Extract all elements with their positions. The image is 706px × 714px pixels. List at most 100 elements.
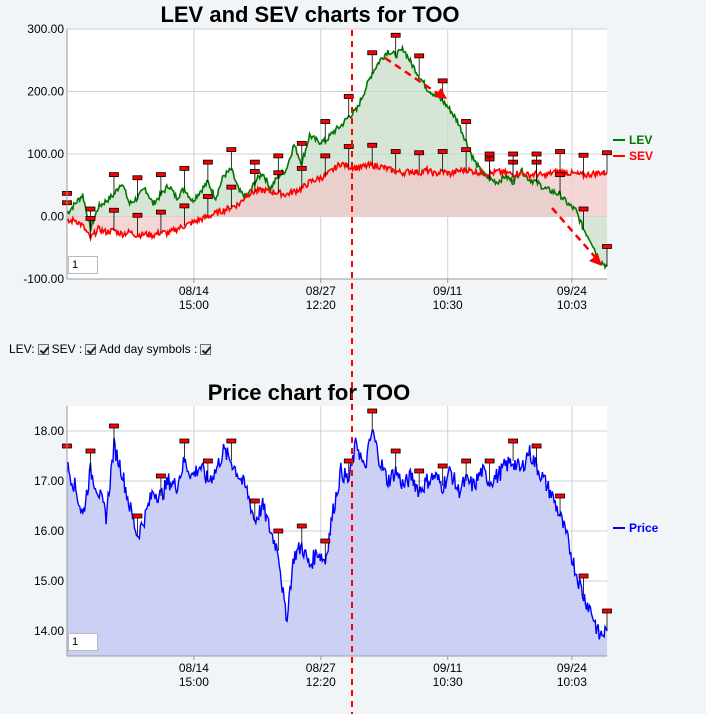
day-marker <box>602 608 612 614</box>
legend-label-lev: LEV <box>629 133 652 147</box>
day-marker <box>437 149 448 154</box>
day-marker <box>555 493 565 499</box>
day-marker <box>390 32 401 38</box>
day-marker <box>367 408 378 414</box>
day-marker <box>296 165 307 171</box>
day-marker <box>531 151 542 157</box>
day-marker <box>390 448 401 454</box>
lev-sev-chart: LEV and SEV charts for TOO 300.00 200.00 1… <box>23 2 653 312</box>
x-tick-time: 15:00 <box>179 298 209 312</box>
day-marker <box>320 153 331 159</box>
day-marker <box>555 172 565 178</box>
day-marker <box>484 151 495 157</box>
zoom-level-input-lev[interactable]: 1 <box>68 256 98 274</box>
day-marker <box>202 458 213 464</box>
day-marker <box>602 150 612 156</box>
day-marker <box>156 473 166 479</box>
price-chart: Price chart for TOO 18.00 17.00 16.00 15.00… <box>34 380 659 689</box>
options-row: LEV: SEV : Add day symbols : <box>9 342 212 356</box>
day-marker <box>132 175 143 181</box>
day-marker <box>437 78 448 84</box>
y-tick-label: 16.00 <box>34 524 64 538</box>
x-tick-date: 08/27 <box>306 284 336 298</box>
x-tick-date: 09/11 <box>433 661 462 675</box>
sev-label: SEV : <box>51 342 83 356</box>
day-marker <box>109 172 119 178</box>
day-marker <box>320 538 331 544</box>
day-marker <box>414 468 425 474</box>
day-marker <box>226 184 237 190</box>
day-marker <box>226 147 237 153</box>
day-marker <box>85 448 96 454</box>
day-marker <box>602 244 612 249</box>
series-fill-price <box>67 430 607 656</box>
x-tick-date: 08/14 <box>179 661 209 675</box>
day-symbols-label: Add day symbols : <box>99 342 198 356</box>
day-marker <box>367 142 378 148</box>
legend-label-price: Price <box>629 521 659 535</box>
zoom-level-input-price[interactable]: 1 <box>68 633 98 651</box>
day-marker <box>273 153 284 159</box>
day-marker <box>85 215 96 221</box>
day-marker <box>156 172 166 178</box>
day-marker <box>508 151 518 157</box>
day-marker <box>132 513 143 519</box>
day-marker <box>226 438 237 444</box>
series-line-sev <box>66 160 608 243</box>
day-marker <box>390 149 401 154</box>
x-tick-time: 12:20 <box>306 675 336 689</box>
lev-checkbox[interactable] <box>37 343 49 355</box>
y-tick-label: 17.00 <box>34 474 64 488</box>
x-tick-date: 09/11 <box>433 284 462 298</box>
day-marker <box>461 147 472 153</box>
day-marker <box>179 438 190 444</box>
day-marker <box>320 119 331 124</box>
sev-checkbox[interactable] <box>85 343 97 355</box>
x-tick-time: 10:03 <box>557 298 587 312</box>
day-marker <box>461 458 472 464</box>
y-tick-label: 200.00 <box>27 85 64 99</box>
day-marker <box>156 209 166 215</box>
day-marker <box>273 528 284 534</box>
day-marker <box>414 150 425 156</box>
day-marker <box>202 159 213 165</box>
y-tick-label: 14.00 <box>34 624 64 638</box>
day-marker <box>578 573 589 579</box>
day-marker <box>296 523 307 529</box>
legend-label-sev: SEV <box>629 149 653 163</box>
day-marker <box>578 206 589 212</box>
day-marker <box>343 94 354 99</box>
x-tick-date: 09/24 <box>557 284 587 298</box>
chart-title: LEV and SEV charts for TOO <box>160 2 459 27</box>
x-tick-date: 09/24 <box>557 661 587 675</box>
day-marker <box>179 203 190 209</box>
chart-title: Price chart for TOO <box>208 380 411 405</box>
x-tick-time: 15:00 <box>179 675 209 689</box>
day-marker <box>85 206 96 212</box>
day-marker <box>249 169 260 174</box>
day-marker <box>202 194 213 199</box>
day-marker <box>414 53 425 59</box>
y-tick-label: 300.00 <box>27 22 64 36</box>
x-tick-time: 12:20 <box>306 298 336 312</box>
day-marker <box>273 170 284 176</box>
day-marker <box>531 443 542 449</box>
day-marker <box>578 152 589 158</box>
day-marker <box>109 423 119 429</box>
day-marker <box>109 207 119 213</box>
day-symbols-checkbox[interactable] <box>200 343 212 355</box>
day-marker <box>508 438 518 444</box>
day-marker <box>249 159 260 165</box>
day-marker <box>367 50 378 56</box>
day-marker <box>296 140 307 146</box>
day-marker <box>343 458 354 464</box>
day-marker <box>179 165 190 171</box>
day-marker <box>461 119 472 124</box>
x-tick-time: 10:03 <box>557 675 587 689</box>
y-tick-label: 0.00 <box>41 210 65 224</box>
y-tick-label: 100.00 <box>27 147 64 161</box>
day-marker <box>437 463 448 469</box>
y-tick-label: -100.00 <box>23 272 64 286</box>
day-marker <box>132 212 143 218</box>
day-marker <box>555 149 565 154</box>
